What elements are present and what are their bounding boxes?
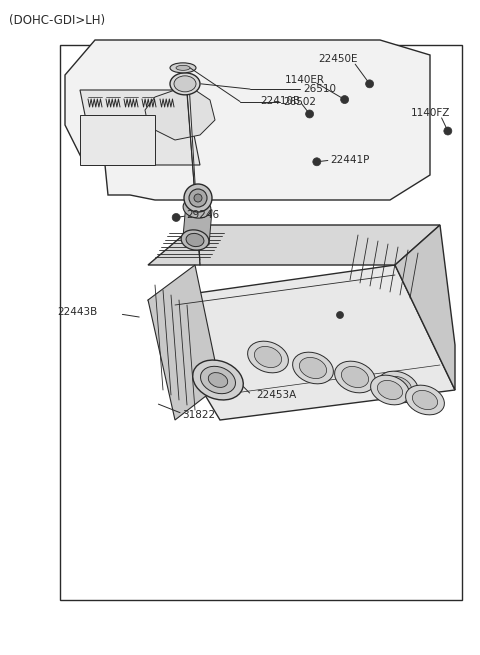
Text: 22441P: 22441P bbox=[330, 155, 370, 165]
Polygon shape bbox=[148, 265, 455, 420]
Ellipse shape bbox=[176, 66, 190, 70]
Ellipse shape bbox=[201, 366, 236, 394]
Ellipse shape bbox=[194, 194, 202, 202]
Polygon shape bbox=[183, 203, 212, 245]
Polygon shape bbox=[395, 225, 455, 390]
Ellipse shape bbox=[336, 312, 344, 318]
Ellipse shape bbox=[248, 341, 288, 373]
Polygon shape bbox=[80, 90, 200, 165]
Text: 26510: 26510 bbox=[303, 84, 336, 94]
Ellipse shape bbox=[208, 373, 228, 387]
Text: 22453A: 22453A bbox=[256, 390, 296, 400]
Ellipse shape bbox=[341, 366, 369, 388]
Ellipse shape bbox=[378, 371, 419, 403]
Polygon shape bbox=[65, 40, 430, 200]
Ellipse shape bbox=[184, 184, 212, 212]
Text: 1140FZ: 1140FZ bbox=[411, 107, 450, 118]
Ellipse shape bbox=[371, 375, 409, 405]
Ellipse shape bbox=[181, 230, 209, 250]
Text: 26502: 26502 bbox=[283, 96, 316, 107]
Ellipse shape bbox=[306, 110, 313, 118]
Ellipse shape bbox=[444, 127, 452, 135]
Text: 22410B: 22410B bbox=[261, 96, 301, 106]
Text: 31822: 31822 bbox=[182, 409, 216, 420]
Ellipse shape bbox=[186, 233, 204, 246]
Ellipse shape bbox=[183, 198, 211, 218]
Ellipse shape bbox=[384, 377, 411, 398]
Text: 22443B: 22443B bbox=[58, 307, 98, 317]
Ellipse shape bbox=[170, 73, 200, 95]
Text: 1140ER: 1140ER bbox=[285, 75, 324, 85]
Ellipse shape bbox=[192, 360, 243, 400]
Polygon shape bbox=[145, 90, 215, 140]
Ellipse shape bbox=[189, 189, 207, 207]
Ellipse shape bbox=[366, 80, 373, 88]
Ellipse shape bbox=[174, 76, 196, 92]
Ellipse shape bbox=[170, 63, 196, 73]
Polygon shape bbox=[80, 115, 155, 165]
Ellipse shape bbox=[406, 385, 444, 415]
Ellipse shape bbox=[335, 361, 375, 393]
Polygon shape bbox=[148, 265, 220, 420]
Text: 22450E: 22450E bbox=[318, 54, 358, 64]
Polygon shape bbox=[148, 225, 440, 265]
Ellipse shape bbox=[172, 214, 180, 221]
Ellipse shape bbox=[293, 352, 334, 384]
Bar bbox=[60, 45, 462, 600]
Text: (DOHC-GDI>LH): (DOHC-GDI>LH) bbox=[9, 14, 105, 28]
Text: 29246: 29246 bbox=[186, 210, 219, 221]
Ellipse shape bbox=[341, 96, 348, 103]
Ellipse shape bbox=[313, 158, 321, 166]
Ellipse shape bbox=[254, 346, 282, 367]
Ellipse shape bbox=[377, 381, 403, 400]
Ellipse shape bbox=[300, 358, 326, 379]
Ellipse shape bbox=[412, 390, 438, 409]
